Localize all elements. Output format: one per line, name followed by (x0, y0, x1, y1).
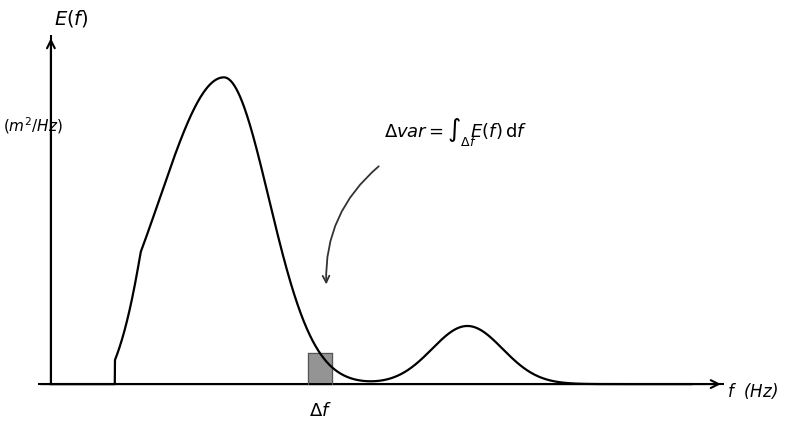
Text: $f$  (Hz): $f$ (Hz) (727, 380, 778, 401)
Text: $\Delta f$: $\Delta f$ (309, 402, 331, 420)
Text: $\Delta var = \int_{\Delta f}\!E(f)\,\mathrm{d}f$: $\Delta var = \int_{\Delta f}\!E(f)\,\ma… (384, 116, 527, 148)
Text: $E(f)$: $E(f)$ (54, 8, 89, 29)
Text: $(m^2/Hz)$: $(m^2/Hz)$ (3, 116, 62, 136)
